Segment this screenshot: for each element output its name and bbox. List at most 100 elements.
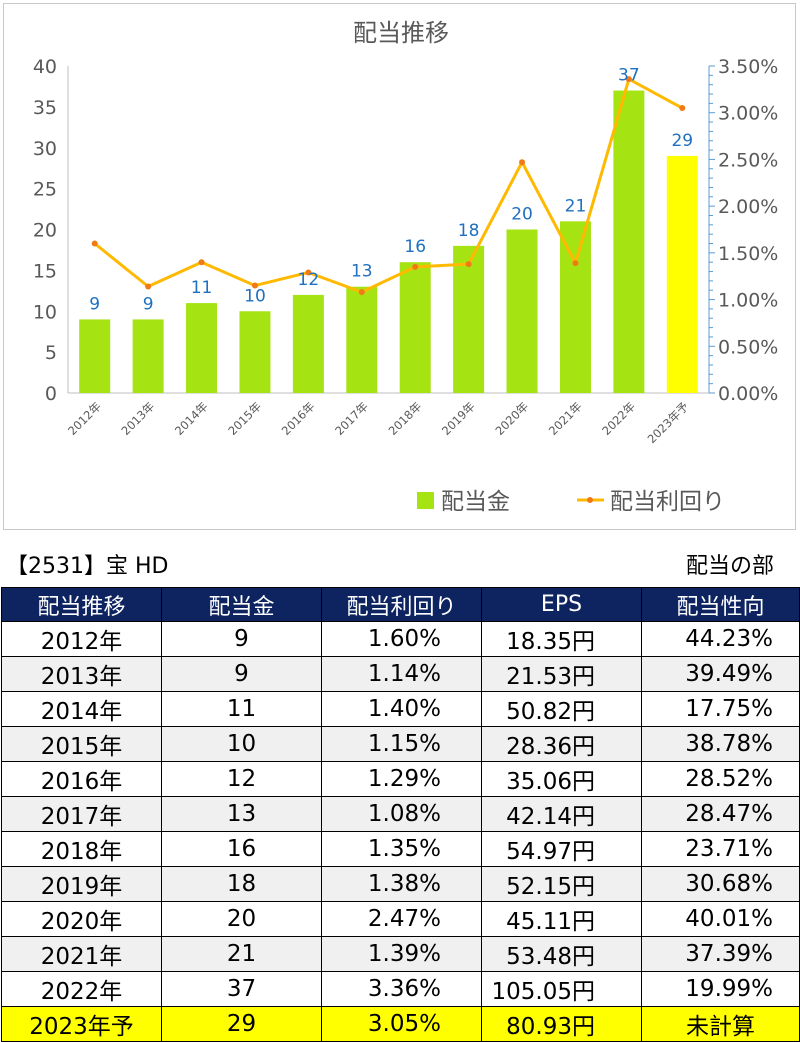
yield-point xyxy=(625,76,632,83)
cell-yield: 1.08% xyxy=(321,796,482,832)
bar-data-label: 20 xyxy=(511,205,533,225)
right-tick-label: 1.50% xyxy=(718,243,778,265)
cell-dividend: 29 xyxy=(161,1006,322,1042)
cell-eps: 21.53円 xyxy=(481,656,642,692)
yield-point xyxy=(251,282,258,289)
bar xyxy=(559,221,591,393)
left-tick-label: 20 xyxy=(33,220,57,242)
cell-eps: 80.93円 xyxy=(481,1006,642,1042)
header-eps: EPS xyxy=(481,587,642,622)
table-row: 2015年 10 1.15% 28.36円 38.78% xyxy=(1,726,800,762)
cell-yield: 1.35% xyxy=(321,831,482,867)
cell-eps: 105.05円 xyxy=(481,971,642,1007)
x-tick-label: 2016年 xyxy=(279,399,318,438)
yield-point xyxy=(91,240,98,247)
x-tick-label: 2013年 xyxy=(119,399,158,438)
x-tick-label: 2015年 xyxy=(225,399,264,438)
cell-payout-ratio: 28.47% xyxy=(641,796,800,832)
right-tick-label: 1.00% xyxy=(718,290,778,312)
cell-dividend: 12 xyxy=(161,761,322,797)
cell-eps: 54.97円 xyxy=(481,831,642,867)
bar-data-label: 13 xyxy=(351,262,373,282)
cell-dividend: 37 xyxy=(161,971,322,1007)
left-tick-label: 5 xyxy=(45,342,57,364)
cell-payout-ratio: 19.99% xyxy=(641,971,800,1007)
cell-period: 2018年 xyxy=(1,831,162,867)
cell-payout-ratio: 未計算 xyxy=(641,1006,800,1042)
table-row: 2012年 9 1.60% 18.35円 44.23% xyxy=(1,621,800,657)
cell-dividend: 13 xyxy=(161,796,322,832)
cell-period: 2012年 xyxy=(1,621,162,657)
table-row: 2021年 21 1.39% 53.48円 37.39% xyxy=(1,936,800,972)
chart-title: 配当推移 xyxy=(353,19,449,47)
bar-data-label: 37 xyxy=(618,66,640,86)
cell-eps: 28.36円 xyxy=(481,726,642,762)
bar xyxy=(666,155,698,393)
cell-yield: 1.15% xyxy=(321,726,482,762)
bar xyxy=(506,229,538,393)
left-tick-label: 15 xyxy=(33,260,57,282)
left-tick-label: 30 xyxy=(33,138,57,160)
cell-yield: 1.14% xyxy=(321,656,482,692)
yield-point xyxy=(519,159,526,166)
table-row: 2022年 37 3.36% 105.05円 19.99% xyxy=(1,971,800,1007)
bar-data-label: 10 xyxy=(244,286,266,306)
cell-period: 2021年 xyxy=(1,936,162,972)
cell-eps: 45.11円 xyxy=(481,901,642,937)
cell-dividend: 9 xyxy=(161,656,322,692)
table-row: 2023年予 29 3.05% 80.93円 未計算 xyxy=(1,1006,800,1042)
legend-label-dividend: 配当金 xyxy=(441,489,510,515)
dividend-table: 配当推移 配当金 配当利回り EPS 配当性向 2012年 9 1.60% 18.35… xyxy=(1,587,800,1042)
cell-yield: 1.39% xyxy=(321,936,482,972)
yield-point xyxy=(679,105,686,112)
legend-marker-yield xyxy=(587,497,593,503)
cell-payout-ratio: 44.23% xyxy=(641,621,800,657)
cell-yield: 1.40% xyxy=(321,691,482,727)
cell-period: 2016年 xyxy=(1,761,162,797)
cell-eps: 50.82円 xyxy=(481,691,642,727)
left-tick-label: 10 xyxy=(33,301,57,323)
x-tick-label: 2022年 xyxy=(599,399,638,438)
legend-swatch-dividend xyxy=(417,492,434,509)
right-tick-label: 0.50% xyxy=(718,336,778,358)
left-tick-label: 40 xyxy=(33,56,57,78)
bar-data-label: 21 xyxy=(565,196,587,216)
table-row: 2014年 11 1.40% 50.82円 17.75% xyxy=(1,691,800,727)
table-row: 2016年 12 1.29% 35.06円 28.52% xyxy=(1,761,800,797)
cell-dividend: 9 xyxy=(161,621,322,657)
left-tick-label: 35 xyxy=(33,97,57,119)
cell-dividend: 16 xyxy=(161,831,322,867)
bar xyxy=(186,303,218,393)
cell-payout-ratio: 28.52% xyxy=(641,761,800,797)
chart-canvas: 配当推移 0 5 10 15 20 25 30 35 40 0.00% 0.50% 1.00% 1.50%… xyxy=(33,19,779,515)
header-payout-ratio: 配当性向 xyxy=(641,587,800,622)
bar xyxy=(239,311,271,393)
dividend-chart: 配当推移 0 5 10 15 20 25 30 35 40 0.00% 0.50% 1.00% 1.50%… xyxy=(3,3,796,530)
cell-period: 2015年 xyxy=(1,726,162,762)
cell-payout-ratio: 37.39% xyxy=(641,936,800,972)
bar-data-label: 29 xyxy=(671,131,693,151)
cell-dividend: 11 xyxy=(161,691,322,727)
yield-line xyxy=(93,77,684,294)
cell-dividend: 20 xyxy=(161,901,322,937)
yield-point xyxy=(412,263,419,270)
table-row: 2019年 18 1.38% 52.15円 30.68% xyxy=(1,866,800,902)
right-tick-label: 0.00% xyxy=(718,383,778,405)
left-tick-label: 0 xyxy=(45,383,57,405)
yield-point xyxy=(465,261,472,268)
bar xyxy=(613,90,645,394)
cell-eps: 35.06円 xyxy=(481,761,642,797)
cell-eps: 18.35円 xyxy=(481,621,642,657)
cell-eps: 52.15円 xyxy=(481,866,642,902)
cell-payout-ratio: 38.78% xyxy=(641,726,800,762)
cell-yield: 3.05% xyxy=(321,1006,482,1042)
header-dividend: 配当金 xyxy=(161,587,322,622)
table-row: 2020年 20 2.47% 45.11円 40.01% xyxy=(1,901,800,937)
right-tick-label: 2.00% xyxy=(718,196,778,218)
bar xyxy=(132,319,164,393)
x-tick-label: 2023年予 xyxy=(645,399,692,446)
cell-payout-ratio: 30.68% xyxy=(641,866,800,902)
cell-period: 2020年 xyxy=(1,901,162,937)
cell-period: 2017年 xyxy=(1,796,162,832)
yield-point xyxy=(358,289,365,296)
